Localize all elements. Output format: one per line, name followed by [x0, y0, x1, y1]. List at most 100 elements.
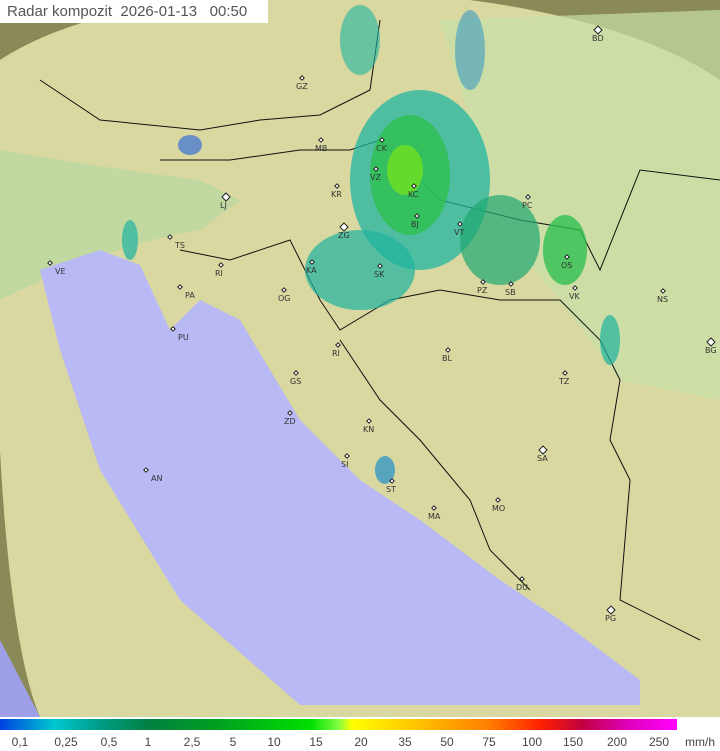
city-label: VT — [454, 228, 464, 237]
city-marker-icon — [299, 75, 305, 81]
city-kr: KR — [331, 183, 342, 199]
colorbar-tick-label: 20 — [354, 735, 368, 749]
colorbar-tick-label: 150 — [562, 735, 584, 749]
city-pz: PZ — [477, 279, 488, 295]
city-label: KR — [331, 190, 342, 199]
city-kn: KN — [363, 418, 374, 434]
city-label: NS — [657, 295, 668, 304]
colorbar-tick-label: 0,1 — [11, 735, 29, 749]
city-label: DU — [516, 583, 528, 592]
city-zg: ZG — [338, 222, 350, 240]
city-label: ZG — [338, 231, 350, 240]
radar-echoes — [122, 5, 620, 484]
city-marker-icon — [564, 254, 570, 260]
colorbar-tick-label: 50 — [440, 735, 454, 749]
city-marker-icon — [706, 337, 716, 347]
title-text: Radar kompozit — [7, 3, 113, 20]
city-label: CK — [376, 144, 388, 153]
colorbar-tick-label: 35 — [398, 735, 412, 749]
city-label: MB — [315, 144, 327, 153]
city-ri: RI — [215, 262, 224, 278]
map-title: Radar kompozit 2026-01-13 00:50 — [0, 0, 268, 23]
city-marker-icon — [339, 222, 349, 232]
city-label: GS — [290, 377, 301, 386]
city-lj: LJ — [220, 192, 231, 210]
city-du: DU — [516, 576, 528, 592]
city-og: OG — [278, 287, 291, 303]
city-marker-icon — [293, 370, 299, 376]
colorbar-tick-label: 5 — [229, 735, 237, 749]
city-pa: PA — [177, 284, 195, 300]
city-kc: KC — [408, 183, 419, 199]
city-label: RI — [215, 269, 223, 278]
city-label: BG — [705, 346, 717, 355]
adriatic-sea — [40, 250, 640, 705]
city-marker-icon — [287, 410, 293, 416]
city-marker-icon — [281, 287, 287, 293]
city-gz: GZ — [296, 75, 308, 91]
city-ma: MA — [428, 505, 441, 521]
city-label: KA — [306, 266, 317, 275]
colorbar-tick-label: 75 — [482, 735, 496, 749]
city-marker-icon — [562, 370, 568, 376]
title-time: 00:50 — [209, 3, 248, 20]
city-marker-icon — [480, 279, 486, 285]
city-ck: CK — [376, 137, 388, 153]
city-label: RI — [332, 349, 340, 358]
city-label: TZ — [558, 377, 570, 386]
city-sb: SB — [505, 281, 516, 297]
city-label: PC — [522, 201, 533, 210]
city-label: SI — [341, 460, 348, 469]
city-ka: KA — [306, 259, 317, 275]
city-marker-icon — [495, 497, 501, 503]
city-marker-icon — [389, 478, 395, 484]
city-marker-icon — [379, 137, 385, 143]
radar-map[interactable]: BD GZ MB CK VZ KR KC LJ PC ZG BJ VT TS OS VE KA SK RI PA PZ… — [0, 0, 720, 717]
city-marker-icon — [606, 605, 616, 615]
city-marker-icon — [411, 183, 417, 189]
city-marker-icon — [344, 453, 350, 459]
city-label: PA — [185, 291, 195, 300]
city-label: ST — [386, 485, 396, 494]
city-sa: SA — [537, 445, 548, 463]
city-label: GZ — [296, 82, 308, 91]
city-label: BJ — [411, 220, 419, 229]
city-marker-icon — [593, 25, 603, 35]
colorbar-tick-label: 100 — [521, 735, 543, 749]
city-label: BD — [592, 34, 604, 43]
city-marker-icon — [318, 137, 324, 143]
city-bg: BG — [705, 337, 717, 355]
city-label: VZ — [370, 173, 381, 182]
city-marker-icon — [335, 342, 341, 348]
colorbar-tick-label: 2,5 — [183, 735, 201, 749]
city-marker-icon — [572, 285, 578, 291]
city-si: SI — [341, 453, 350, 469]
city-zd: ZD — [284, 410, 296, 426]
city-pg: PG — [605, 605, 616, 623]
city-tz: TZ — [558, 370, 570, 386]
city-bd: BD — [592, 25, 604, 43]
city-label: SK — [374, 270, 385, 279]
borders — [39, 19, 720, 641]
city-an: AN — [143, 467, 162, 483]
city-label: ZD — [284, 417, 296, 426]
city-ve: VE — [47, 260, 66, 276]
city-vk: VK — [569, 285, 580, 301]
city-marker-icon — [660, 288, 666, 294]
city-label: AN — [151, 474, 162, 483]
city-label: TS — [174, 241, 185, 250]
city-marker-icon — [538, 445, 548, 455]
city-marker-icon — [221, 192, 231, 202]
sea-edge — [0, 640, 40, 717]
city-marker-icon — [143, 467, 149, 473]
city-marker-icon — [525, 194, 531, 200]
city-label: PU — [178, 333, 189, 342]
city-label: PG — [605, 614, 616, 623]
city-marker-icon — [431, 505, 437, 511]
city-marker-icon — [414, 213, 420, 219]
city-marker-icon — [47, 260, 53, 266]
city-marker-icon — [309, 259, 315, 265]
city-marker-icon — [334, 183, 340, 189]
city-marker-icon — [519, 576, 525, 582]
city-gs: GS — [290, 370, 301, 386]
